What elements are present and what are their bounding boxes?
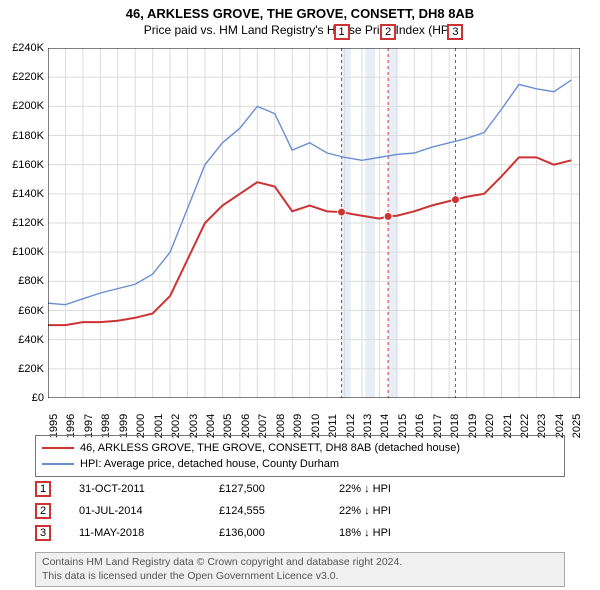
y-tick-label: £180K <box>12 130 44 142</box>
y-tick-label: £120K <box>12 217 44 229</box>
sale-marker-label: 3 <box>447 24 463 40</box>
title-block: 46, ARKLESS GROVE, THE GROVE, CONSETT, D… <box>0 0 600 41</box>
y-tick-label: £100K <box>12 246 44 258</box>
y-tick-label: £200K <box>12 100 44 112</box>
sale-row: 3 11-MAY-2018 £136,000 18% ↓ HPI <box>35 522 565 544</box>
y-tick-label: £140K <box>12 188 44 200</box>
sales-table: 1 31-OCT-2011 £127,500 22% ↓ HPI 2 01-JU… <box>35 478 565 544</box>
x-tick-label: 2025 <box>571 414 583 438</box>
y-tick-label: £60K <box>18 305 44 317</box>
sale-diff: 22% ↓ HPI <box>339 505 459 517</box>
attribution-line: Contains HM Land Registry data © Crown c… <box>42 556 558 570</box>
chart-area: £0£20K£40K£60K£80K£100K£120K£140K£160K£1… <box>48 48 580 398</box>
sale-marker-icon: 1 <box>35 481 51 497</box>
sale-diff: 22% ↓ HPI <box>339 483 459 495</box>
y-tick-label: £40K <box>18 334 44 346</box>
sale-row: 2 01-JUL-2014 £124,555 22% ↓ HPI <box>35 500 565 522</box>
line-chart <box>48 48 580 398</box>
sale-marker-icon: 3 <box>35 525 51 541</box>
y-tick-label: £220K <box>12 71 44 83</box>
y-tick-label: £160K <box>12 159 44 171</box>
y-tick-label: £0 <box>32 392 44 404</box>
sale-date: 31-OCT-2011 <box>79 483 219 495</box>
attribution-line: This data is licensed under the Open Gov… <box>42 570 558 584</box>
sale-diff: 18% ↓ HPI <box>339 527 459 539</box>
legend-swatch <box>42 463 74 464</box>
sale-marker-label: 2 <box>380 24 396 40</box>
sale-date: 11-MAY-2018 <box>79 527 219 539</box>
legend: 46, ARKLESS GROVE, THE GROVE, CONSETT, D… <box>35 435 565 477</box>
sale-price: £124,555 <box>219 505 339 517</box>
y-tick-label: £240K <box>12 42 44 54</box>
legend-item-property: 46, ARKLESS GROVE, THE GROVE, CONSETT, D… <box>42 440 558 456</box>
y-axis: £0£20K£40K£60K£80K£100K£120K£140K£160K£1… <box>2 48 46 398</box>
attribution: Contains HM Land Registry data © Crown c… <box>35 552 565 587</box>
sale-row: 1 31-OCT-2011 £127,500 22% ↓ HPI <box>35 478 565 500</box>
sale-date: 01-JUL-2014 <box>79 505 219 517</box>
chart-container: 46, ARKLESS GROVE, THE GROVE, CONSETT, D… <box>0 0 600 590</box>
y-tick-label: £80K <box>18 275 44 287</box>
chart-subtitle: Price paid vs. HM Land Registry's House … <box>0 23 600 37</box>
legend-item-hpi: HPI: Average price, detached house, Coun… <box>42 456 558 472</box>
y-tick-label: £20K <box>18 363 44 375</box>
legend-label: HPI: Average price, detached house, Coun… <box>80 458 339 470</box>
chart-title: 46, ARKLESS GROVE, THE GROVE, CONSETT, D… <box>0 6 600 21</box>
sale-marker-label: 1 <box>334 24 350 40</box>
legend-swatch <box>42 447 74 449</box>
legend-label: 46, ARKLESS GROVE, THE GROVE, CONSETT, D… <box>80 442 460 454</box>
sale-price: £127,500 <box>219 483 339 495</box>
sale-marker-icon: 2 <box>35 503 51 519</box>
sale-price: £136,000 <box>219 527 339 539</box>
